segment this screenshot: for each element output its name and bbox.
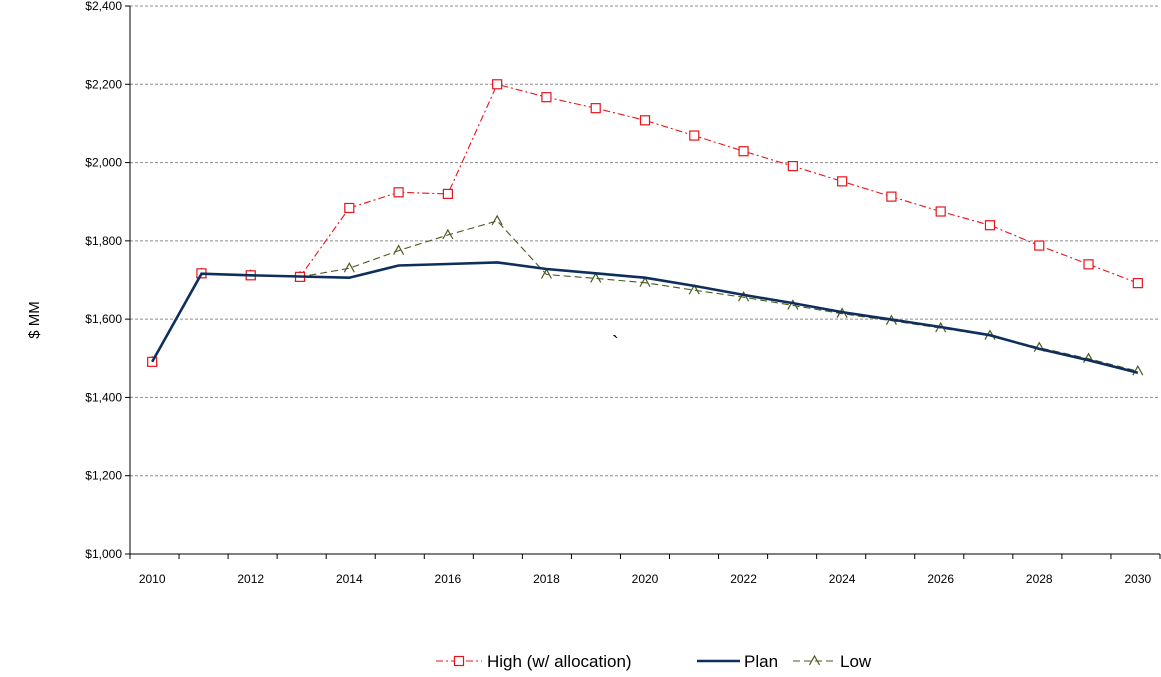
y-tick-label: $1,800: [85, 234, 122, 248]
x-tick-label: 2012: [237, 572, 264, 586]
data-point-high-w-allocation: [541, 92, 552, 103]
x-tick-label: 2024: [829, 572, 856, 586]
data-point-high-w-allocation: [344, 202, 355, 214]
series-line-low: [151, 220, 1138, 372]
series-line-plan: [151, 261, 1139, 375]
data-point-low: [491, 214, 503, 226]
legend-item-plan: Plan: [697, 652, 778, 671]
data-point-high-w-allocation: [492, 79, 503, 90]
y-tick-label: $1,600: [85, 312, 122, 326]
x-tick-label: 2028: [1026, 572, 1053, 586]
axes: [125, 5, 1161, 559]
data-point-low: [442, 228, 454, 240]
y-tick-label: $2,200: [85, 77, 122, 91]
y-tick-label: $1,400: [85, 390, 122, 404]
series-low: [146, 214, 1144, 376]
legend-label-low: Low: [840, 652, 872, 671]
annotation-backtick: `: [612, 333, 619, 355]
x-tick-label: 2014: [336, 572, 363, 586]
data-point-high-w-allocation: [393, 187, 404, 198]
data-point-low: [738, 290, 750, 302]
y-tick-label: $1,200: [85, 469, 122, 483]
gridlines: [130, 5, 1160, 477]
tick-labels: $1,000 $1,200 $1,400 $1,600 $1,800 $2,000 $2,2…: [85, 0, 1151, 586]
data-point-high-w-allocation: [935, 206, 946, 217]
data-point-high-w-allocation: [1034, 240, 1045, 251]
series-high-w-allocation: [147, 79, 1143, 367]
series-plan: [151, 261, 1139, 375]
x-tick-label: 2016: [435, 572, 462, 586]
legend-label-plan: Plan: [744, 652, 778, 671]
data-point-low: [393, 244, 405, 255]
x-tick-label: 2020: [632, 572, 659, 586]
data-point-low: [836, 307, 848, 318]
series-line-high-w-allocation: [151, 83, 1138, 363]
data-point-high-w-allocation: [984, 220, 996, 231]
legend-marker-high-w-allocation: [453, 655, 465, 667]
data-point-high-w-allocation: [1132, 278, 1143, 289]
data-point-high-w-allocation: [1083, 259, 1094, 270]
y-tick-label: $2,000: [85, 156, 122, 170]
x-tick-label: 2022: [730, 572, 757, 586]
y-axis-title: $ MM: [26, 301, 43, 339]
x-tick-label: 2030: [1124, 572, 1151, 586]
data-point-low: [787, 299, 799, 310]
data-point-high-w-allocation: [147, 356, 158, 367]
data-point-high-w-allocation: [837, 176, 848, 187]
data-point-high-w-allocation: [886, 191, 897, 202]
data-point-high-w-allocation: [639, 115, 651, 126]
x-tick-label: 2026: [927, 572, 954, 586]
legend-item-high-w-allocation: High (w/ allocation): [436, 652, 632, 671]
y-tick-label: $1,000: [85, 547, 122, 561]
data-point-low: [343, 262, 355, 273]
legend-item-low: Low: [793, 652, 872, 671]
data-point-high-w-allocation: [787, 160, 798, 172]
data-point-high-w-allocation: [590, 103, 601, 114]
legend-marker-low: [808, 654, 821, 666]
legend: High (w/ allocation) Plan Low: [436, 652, 872, 671]
data-point-high-w-allocation: [442, 188, 453, 199]
x-tick-label: 2010: [139, 572, 166, 586]
legend-label-high-w-allocation: High (w/ allocation): [487, 652, 632, 671]
data-point-low: [885, 314, 897, 326]
data-point-high-w-allocation: [738, 146, 749, 157]
data-point-high-w-allocation: [689, 130, 700, 141]
series-lines: [146, 79, 1144, 376]
y-tick-label: $2,400: [85, 0, 122, 13]
x-tick-label: 2018: [533, 572, 560, 586]
data-point-low: [935, 321, 947, 333]
